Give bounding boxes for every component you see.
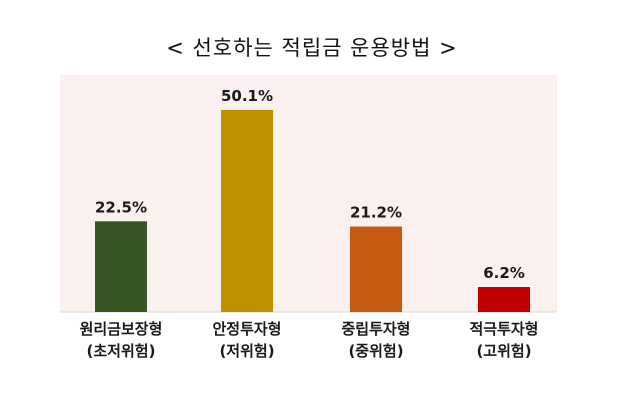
bar-1 [95, 221, 147, 312]
category-label-4-line-2: (고위험) [476, 342, 531, 360]
chart-title: < 선호하는 적립금 운용방법 > [166, 36, 458, 60]
category-label-1-line-2: (초저위험) [87, 342, 156, 360]
category-label-3-line-1: 중립투자형 [341, 320, 410, 338]
data-label-2: 50.1% [221, 87, 273, 105]
category-label-2-line-2: (저위험) [219, 342, 274, 360]
category-label-4-line-1: 적극투자형 [469, 320, 538, 338]
data-label-3: 21.2% [350, 204, 402, 222]
category-label-2-line-1: 안정투자형 [212, 320, 281, 338]
data-label-1: 22.5% [95, 198, 147, 216]
category-label-1-line-1: 원리금보장형 [80, 320, 163, 338]
category-label-3-line-2: (중위험) [348, 342, 403, 360]
data-label-4: 6.2% [483, 264, 525, 282]
bar-2 [221, 110, 273, 312]
bar-3 [350, 226, 402, 312]
bar-group: 22.5% 원리금보장형 (초저위험) 50.1% 안정투자형 (저위험) 21.2% 중립투… [80, 87, 539, 360]
bar-4 [478, 287, 530, 312]
